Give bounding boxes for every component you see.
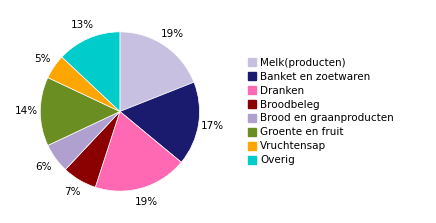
Text: 19%: 19% [135,197,158,207]
Wedge shape [48,112,120,169]
Wedge shape [95,112,181,191]
Wedge shape [62,32,120,111]
Text: 19%: 19% [161,29,184,39]
Wedge shape [120,32,194,111]
Text: 14%: 14% [14,107,37,116]
Text: 7%: 7% [64,187,80,197]
Text: 6%: 6% [36,162,52,172]
Text: 17%: 17% [201,121,224,131]
Legend: Melk(producten), Banket en zoetwaren, Dranken, Broodbeleg, Brood en graanproduct: Melk(producten), Banket en zoetwaren, Dr… [248,58,394,165]
Text: 13%: 13% [71,20,94,30]
Text: 5%: 5% [34,54,51,64]
Wedge shape [48,57,120,112]
Wedge shape [40,78,120,145]
Wedge shape [120,82,200,162]
Wedge shape [65,112,120,187]
